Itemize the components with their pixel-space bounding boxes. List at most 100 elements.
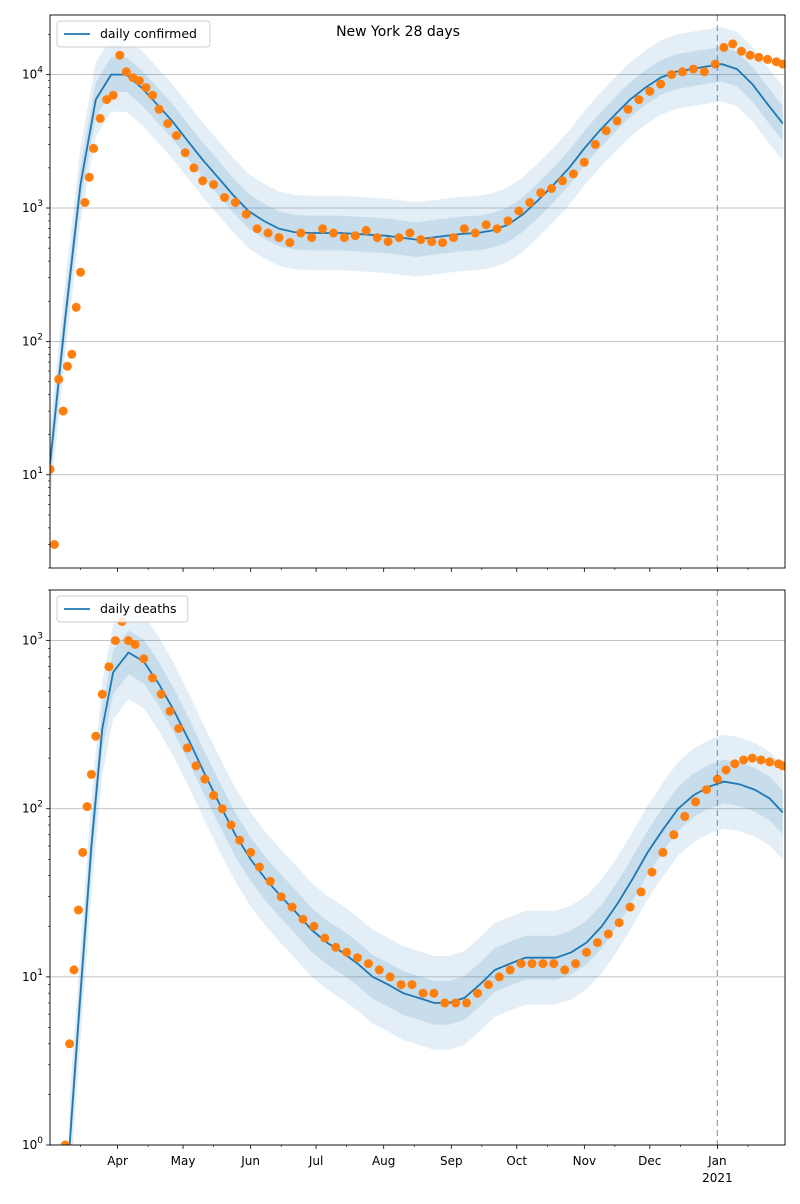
observed-point <box>418 988 428 998</box>
observed-point <box>538 959 548 969</box>
y-tick-label: 102 <box>22 800 43 816</box>
observed-point <box>82 802 92 812</box>
observed-point <box>778 59 785 69</box>
observed-point <box>451 998 461 1008</box>
observed-point <box>728 39 738 49</box>
observed-point <box>130 639 140 649</box>
observed-point <box>754 52 764 62</box>
observed-point <box>276 892 286 902</box>
observed-point <box>527 959 537 969</box>
observed-point <box>65 1039 75 1049</box>
y-tick-label: 103 <box>22 632 43 648</box>
observed-point <box>612 116 622 126</box>
observed-point <box>571 959 581 969</box>
observed-point <box>547 184 557 193</box>
x-tick-label: Jun <box>240 1154 260 1168</box>
observed-point <box>721 765 731 775</box>
observed-point <box>645 86 655 96</box>
observed-point <box>84 172 94 182</box>
observed-point <box>102 95 112 105</box>
observed-point <box>525 198 535 207</box>
observed-point <box>407 980 417 990</box>
observed-point <box>350 231 360 241</box>
observed-point <box>209 790 219 800</box>
observed-point <box>95 113 105 123</box>
observed-point <box>54 374 64 384</box>
observed-point <box>80 198 90 207</box>
observed-point <box>710 59 720 69</box>
axes-frame <box>49 14 786 569</box>
observed-point <box>318 224 328 234</box>
observed-point <box>394 233 404 243</box>
observed-point <box>449 233 458 243</box>
observed-point <box>634 95 644 105</box>
observed-point <box>69 965 79 975</box>
observed-point <box>154 104 164 114</box>
observed-point <box>385 972 395 982</box>
observed-point <box>429 988 439 998</box>
observed-point <box>549 959 559 969</box>
observed-point <box>719 42 729 52</box>
observed-point <box>287 902 297 912</box>
observed-point <box>745 50 755 60</box>
observed-point <box>298 914 308 924</box>
observed-point <box>134 76 144 86</box>
observed-point <box>427 237 437 247</box>
figure-title: New York 28 days <box>336 24 460 40</box>
observed-point <box>483 980 493 990</box>
observed-point <box>230 198 240 207</box>
x-tick-label: Oct <box>506 1154 527 1168</box>
observed-point <box>235 835 245 845</box>
observed-point <box>76 267 85 277</box>
observed-point <box>97 689 107 699</box>
y-tick-label: 100 <box>22 1136 43 1152</box>
observed-point <box>363 959 373 969</box>
observed-point <box>702 785 711 795</box>
observed-point <box>440 998 450 1008</box>
plot-area <box>60 605 785 1145</box>
observed-point <box>285 238 295 248</box>
legend-label: daily deaths <box>100 601 177 616</box>
observed-point <box>623 104 633 114</box>
observed-point <box>73 905 83 915</box>
observed-point <box>189 163 199 173</box>
observed-point <box>374 965 384 975</box>
observed-point <box>78 847 88 857</box>
observed-point <box>614 918 624 928</box>
observed-point <box>165 706 175 716</box>
y-tick-label: 101 <box>22 466 43 482</box>
observed-point <box>296 228 306 238</box>
observed-point <box>473 988 482 998</box>
observed-point <box>320 933 330 943</box>
observed-point <box>405 228 415 238</box>
observed-point <box>58 406 68 416</box>
observed-point <box>514 206 524 216</box>
observed-point <box>115 50 125 60</box>
observed-point <box>582 947 591 957</box>
observed-point <box>712 774 722 784</box>
observed-point <box>252 224 262 234</box>
observed-point <box>592 938 602 948</box>
y-tick-label: 102 <box>22 332 43 348</box>
observed-point <box>470 228 480 238</box>
x-tick-label: Jul <box>308 1154 323 1168</box>
observed-point <box>246 847 256 857</box>
observed-point <box>342 947 352 957</box>
observed-point <box>590 139 600 149</box>
observed-point <box>307 233 317 243</box>
legend: daily deaths <box>56 595 189 623</box>
observed-point <box>172 131 181 140</box>
legend: daily confirmed <box>56 20 211 48</box>
x-tick-label: Nov <box>573 1154 596 1168</box>
observed-point <box>163 119 173 128</box>
observed-point <box>699 67 709 77</box>
observed-point <box>747 753 757 763</box>
observed-point <box>220 193 229 202</box>
observed-point <box>174 724 184 733</box>
observed-point <box>339 233 349 243</box>
observed-point <box>667 70 677 80</box>
observed-point <box>353 953 362 963</box>
observed-point <box>603 929 613 939</box>
observed-point <box>263 228 273 238</box>
